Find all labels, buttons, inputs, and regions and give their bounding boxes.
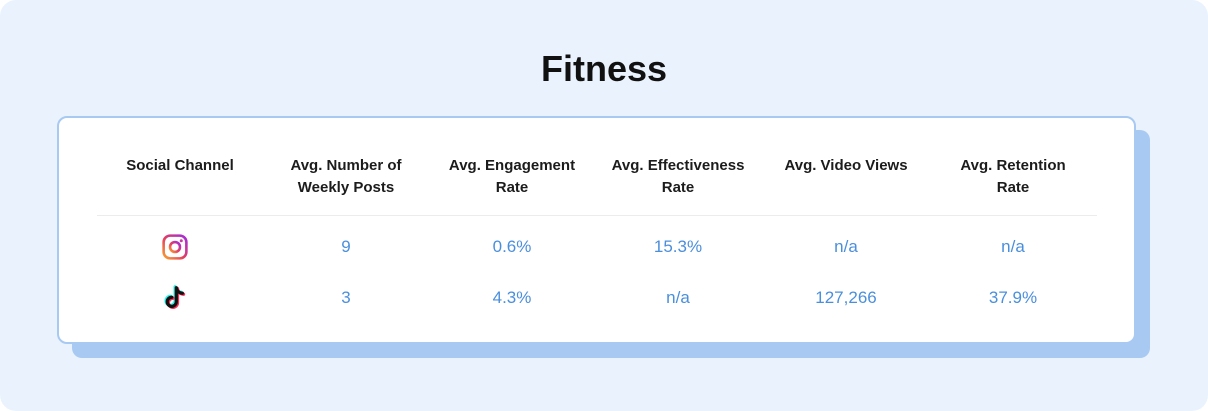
table-cell-video-views: 127,266 xyxy=(815,288,877,307)
table-cell-engagement-rate: 0.6% xyxy=(492,237,532,256)
page-title: Fitness xyxy=(540,48,668,89)
table-cell-weekly-posts: 3 xyxy=(341,288,351,307)
column-header-effectiveness-rate: Avg. Effectiveness Rate xyxy=(611,157,745,196)
column-header-social-channel: Social Channel xyxy=(126,157,234,174)
table-cell-retention-rate: n/a xyxy=(1001,237,1025,256)
stats-table-card: Social Channel Avg. Number of Weekly Pos… xyxy=(57,116,1136,344)
table-cell-effectiveness-rate: 15.3% xyxy=(653,237,703,256)
header-divider xyxy=(97,215,1097,216)
column-header-weekly-posts: Avg. Number of Weekly Posts xyxy=(290,157,402,196)
instagram-icon xyxy=(162,234,188,260)
table-cell-engagement-rate: 4.3% xyxy=(492,288,532,307)
tiktok-icon xyxy=(164,285,186,309)
table-cell-effectiveness-rate: n/a xyxy=(666,288,690,307)
column-header-video-views: Avg. Video Views xyxy=(784,157,908,174)
table-cell-weekly-posts: 9 xyxy=(341,237,351,256)
column-header-engagement-rate: Avg. Engagement Rate xyxy=(448,157,576,196)
column-header-retention-rate: Avg. Retention Rate xyxy=(960,157,1066,196)
table-cell-video-views: n/a xyxy=(834,237,858,256)
table-cell-retention-rate: 37.9% xyxy=(988,288,1038,307)
